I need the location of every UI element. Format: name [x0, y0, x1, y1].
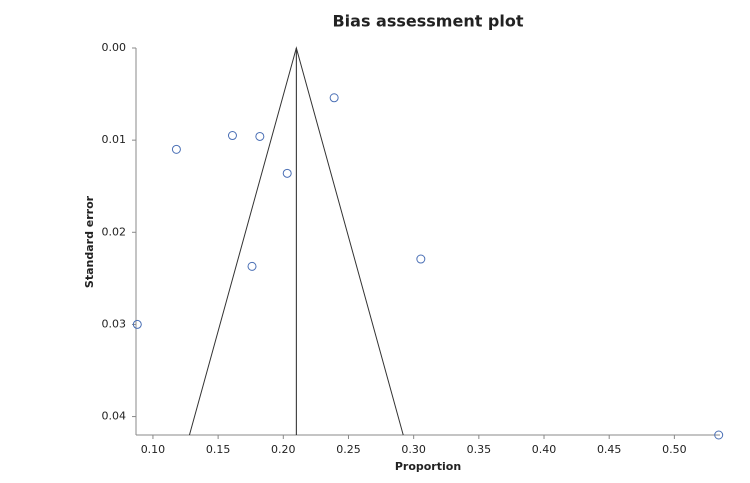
y-tick-label: 0.03 [102, 317, 127, 330]
x-tick-label: 0.10 [141, 443, 166, 456]
x-axis-title: Proportion [395, 460, 461, 473]
study-point [416, 254, 426, 264]
x-tick-label: 0.20 [271, 443, 296, 456]
study-point [329, 93, 339, 103]
chart-title: Bias assessment plot [332, 12, 523, 31]
study-point [255, 131, 265, 141]
y-tick-label: 0.00 [102, 41, 127, 54]
funnel-line [188, 46, 404, 436]
study-point [282, 168, 292, 178]
study-point [714, 430, 724, 440]
study-point [227, 131, 237, 141]
x-tick-label: 0.35 [467, 443, 492, 456]
y-tick-label: 0.04 [102, 410, 127, 423]
x-tick-label: 0.15 [206, 443, 231, 456]
study-point [247, 261, 257, 271]
y-tick-label: 0.01 [102, 133, 127, 146]
study-point [171, 144, 181, 154]
x-tick-label: 0.40 [532, 443, 557, 456]
x-tick-label: 0.30 [401, 443, 426, 456]
x-tick-label: 0.50 [662, 443, 687, 456]
study-point [132, 319, 142, 329]
y-tick-label: 0.02 [102, 225, 127, 238]
x-tick-label: 0.45 [597, 443, 622, 456]
x-tick-label: 0.25 [336, 443, 361, 456]
y-axis-title: Standard error [83, 195, 96, 288]
